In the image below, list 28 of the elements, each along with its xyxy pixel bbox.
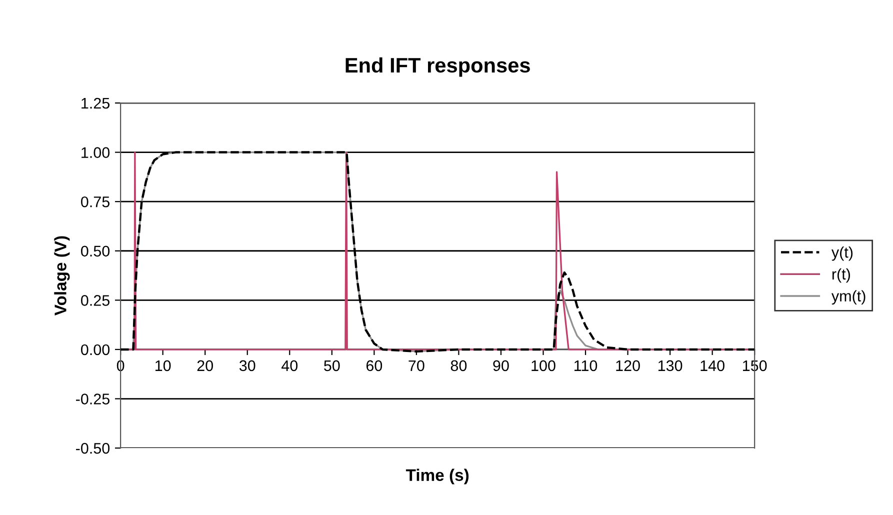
- x-tick-label: 120: [616, 360, 640, 372]
- x-tick-label: 30: [239, 360, 256, 372]
- legend-label: ym(t): [831, 290, 866, 305]
- x-tick-label: 100: [532, 360, 556, 372]
- y-axis-title: Volage (V): [54, 236, 70, 316]
- y-tick-label: 0.25: [81, 295, 110, 306]
- legend-label: y(t): [831, 246, 853, 261]
- x-tick-label: 140: [700, 360, 724, 372]
- y-tick-label: -0.25: [76, 394, 110, 404]
- y-tick-label: 0.75: [81, 196, 110, 208]
- y-tick-label: -0.50: [76, 442, 110, 454]
- x-tick-label: 50: [324, 360, 340, 372]
- x-tick-label: 40: [281, 360, 298, 372]
- x-tick-label: 10: [155, 360, 171, 372]
- x-tick-label: 80: [450, 360, 467, 372]
- x-tick-label: 70: [408, 360, 424, 372]
- x-tick-label: 110: [574, 360, 598, 372]
- legend-label: r(t): [832, 268, 850, 283]
- x-axis-title: Time (s): [406, 468, 469, 484]
- y-tick-label: 0.50: [81, 246, 110, 257]
- x-tick-label: 20: [197, 360, 213, 372]
- y-tick-label: 1.25: [82, 98, 110, 109]
- x-tick-label: 90: [493, 360, 509, 372]
- x-tick-label: 130: [658, 360, 682, 372]
- y-tick-label: 0.00: [81, 344, 110, 356]
- y-tick-label: 1.00: [82, 147, 110, 158]
- chart-title: End IFT responses: [346, 57, 530, 77]
- x-tick-label: 60: [366, 360, 382, 372]
